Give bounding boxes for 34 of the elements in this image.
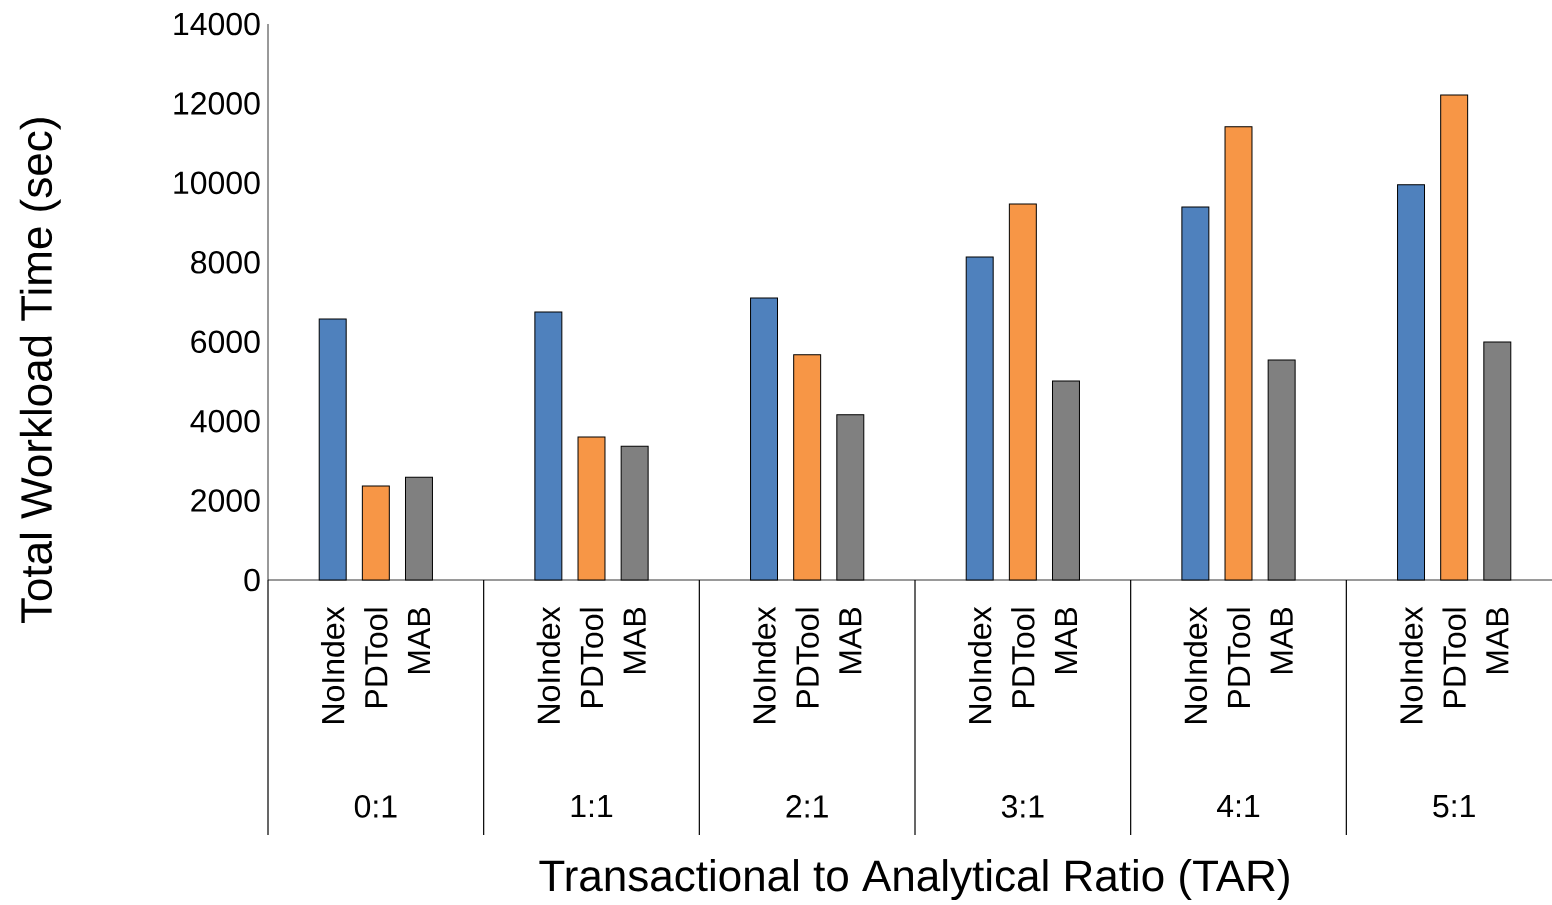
text: NoIndex [967, 606, 992, 723]
y-tick-label: 4000 [190, 409, 260, 433]
text: PDTool [1011, 608, 1035, 707]
x-tick-label: 1:1 [571, 795, 613, 818]
text: MAB [407, 608, 430, 674]
x-tick-label: 0:1 [354, 795, 397, 818]
y-tick-label: 10000 [174, 171, 260, 195]
y-tick-label: 2000 [191, 489, 260, 512]
text: MAB [839, 608, 862, 674]
y-tick-label: 14000 [174, 12, 260, 36]
text: MAB [1486, 608, 1509, 674]
text: MAB [1270, 608, 1293, 674]
y-axis-title: Total Workload Time (sec) [19, 118, 61, 624]
text: PDTool [1226, 608, 1251, 707]
text: PDTool [795, 608, 819, 707]
x-tick-label: 5:1 [1433, 795, 1475, 818]
x-axis-title: Transactional to Analytical Ratio (TAR) [539, 859, 1289, 901]
text: PDTool [579, 608, 604, 707]
text: NoIndex [1183, 606, 1208, 723]
y-tick-label: 0 [244, 568, 260, 592]
text: NoIndex [1399, 606, 1423, 723]
text: MAB [623, 608, 646, 674]
x-tick-label: 3:1 [1001, 795, 1044, 818]
x-tick-label: 4:1 [1216, 795, 1260, 818]
y-tick-label: 6000 [191, 330, 260, 354]
text: MAB [1054, 608, 1077, 674]
text: NoIndex [752, 606, 776, 723]
text: PDTool [1442, 608, 1466, 707]
y-tick-label: 12000 [174, 92, 260, 115]
text: NoIndex [320, 606, 345, 723]
y-tick-label: 8000 [191, 250, 260, 274]
text: NoIndex [536, 606, 561, 723]
x-tick-label: 2:1 [786, 795, 828, 818]
text: PDTool [364, 608, 388, 707]
